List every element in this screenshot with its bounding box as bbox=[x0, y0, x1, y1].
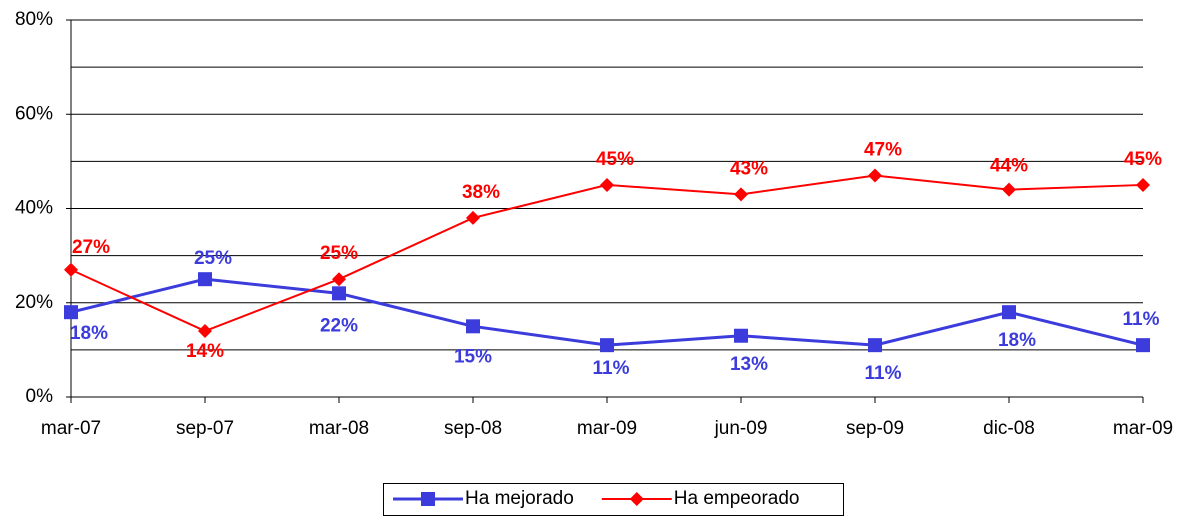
y-tick-label: 60% bbox=[15, 103, 53, 124]
data-label: 22% bbox=[320, 315, 358, 336]
marker bbox=[64, 305, 78, 320]
y-tick-label: 80% bbox=[15, 9, 53, 30]
marker bbox=[629, 492, 644, 506]
marker bbox=[1136, 338, 1150, 353]
data-label: 18% bbox=[998, 330, 1036, 351]
marker bbox=[734, 328, 748, 343]
data-label: 18% bbox=[70, 323, 108, 344]
data-label: 44% bbox=[990, 156, 1028, 177]
data-label: 45% bbox=[1124, 149, 1162, 170]
marker bbox=[421, 492, 435, 506]
data-label: 43% bbox=[730, 158, 768, 179]
x-tick-label: sep-07 bbox=[176, 418, 234, 439]
marker bbox=[198, 272, 212, 287]
data-label: 47% bbox=[864, 140, 902, 161]
legend: Ha mejorado Ha empeorado bbox=[383, 483, 844, 516]
x-tick-label: mar-09 bbox=[577, 418, 637, 439]
data-label: 45% bbox=[596, 149, 634, 170]
series-line bbox=[70, 277, 1144, 347]
marker bbox=[600, 177, 614, 192]
marker bbox=[1002, 182, 1016, 197]
legend-label: Ha empeorado bbox=[674, 488, 800, 509]
x-tick-label: mar-09 bbox=[1113, 418, 1173, 439]
data-label: 38% bbox=[462, 182, 500, 203]
data-label: 14% bbox=[186, 341, 224, 362]
data-label: 11% bbox=[865, 363, 902, 384]
x-tick-label: sep-08 bbox=[444, 418, 502, 439]
y-tick-label: 40% bbox=[15, 198, 53, 219]
x-tick-label: dic-08 bbox=[983, 418, 1035, 439]
x-tick-label: jun-09 bbox=[714, 418, 768, 439]
marker bbox=[332, 286, 346, 301]
y-tick-label: 0% bbox=[26, 386, 54, 407]
marker bbox=[600, 338, 614, 353]
marker bbox=[1136, 177, 1150, 192]
data-label: 27% bbox=[72, 237, 110, 258]
marker bbox=[64, 262, 78, 277]
legend-label: Ha mejorado bbox=[465, 488, 574, 509]
marker bbox=[868, 338, 882, 353]
data-label: 11% bbox=[593, 358, 630, 379]
data-label: 13% bbox=[730, 354, 768, 375]
marker bbox=[332, 272, 346, 287]
marker bbox=[868, 168, 882, 183]
marker bbox=[466, 210, 480, 225]
data-label: 25% bbox=[320, 243, 358, 264]
marker bbox=[734, 187, 748, 202]
y-tick-label: 20% bbox=[15, 292, 53, 313]
data-label: 11% bbox=[1123, 309, 1160, 330]
x-tick-label: mar-08 bbox=[309, 418, 369, 439]
marker bbox=[466, 319, 480, 334]
data-label: 15% bbox=[454, 346, 492, 367]
x-tick-label: sep-09 bbox=[846, 418, 904, 439]
data-label: 25% bbox=[194, 248, 232, 269]
marker bbox=[1002, 305, 1016, 320]
marker bbox=[198, 324, 212, 339]
x-tick-label: mar-07 bbox=[41, 418, 101, 439]
